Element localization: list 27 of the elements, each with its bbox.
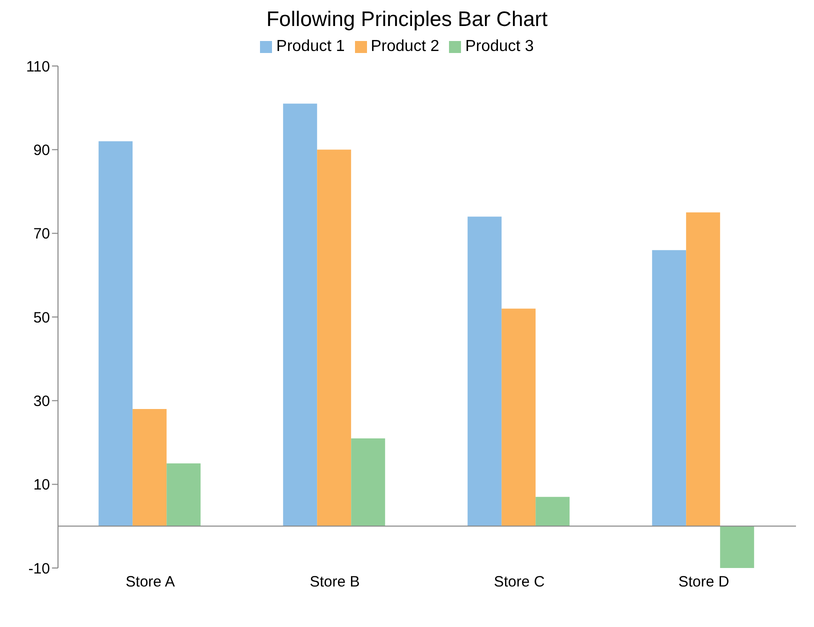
bar bbox=[98, 141, 133, 526]
bar bbox=[652, 250, 686, 526]
bar bbox=[686, 212, 720, 526]
bar bbox=[720, 526, 754, 568]
x-tick-label: Store B bbox=[310, 574, 360, 591]
y-tick-label: -10 bbox=[28, 560, 50, 578]
legend-label: Product 2 bbox=[370, 38, 440, 55]
bar bbox=[502, 308, 536, 526]
bar bbox=[351, 438, 386, 526]
bar bbox=[283, 104, 318, 526]
y-tick-label: 70 bbox=[33, 226, 50, 243]
bar bbox=[317, 150, 352, 526]
y-tick-label: 90 bbox=[33, 142, 50, 159]
x-tick-label: Store D bbox=[678, 574, 730, 591]
chart-title: Following Principles Bar Chart bbox=[265, 8, 549, 33]
x-tick-label: Store A bbox=[126, 574, 175, 591]
bar bbox=[166, 463, 201, 526]
legend-label: Product 3 bbox=[465, 38, 534, 55]
y-tick-label: 50 bbox=[33, 309, 50, 326]
y-tick-label: 30 bbox=[33, 392, 50, 410]
bar bbox=[132, 409, 167, 526]
y-tick-label: 10 bbox=[33, 476, 50, 494]
legend-label: Product 1 bbox=[276, 38, 345, 55]
bar bbox=[468, 216, 502, 526]
x-tick-label: Store C bbox=[494, 574, 545, 591]
y-tick-label: 110 bbox=[26, 58, 50, 76]
bar bbox=[536, 496, 570, 526]
